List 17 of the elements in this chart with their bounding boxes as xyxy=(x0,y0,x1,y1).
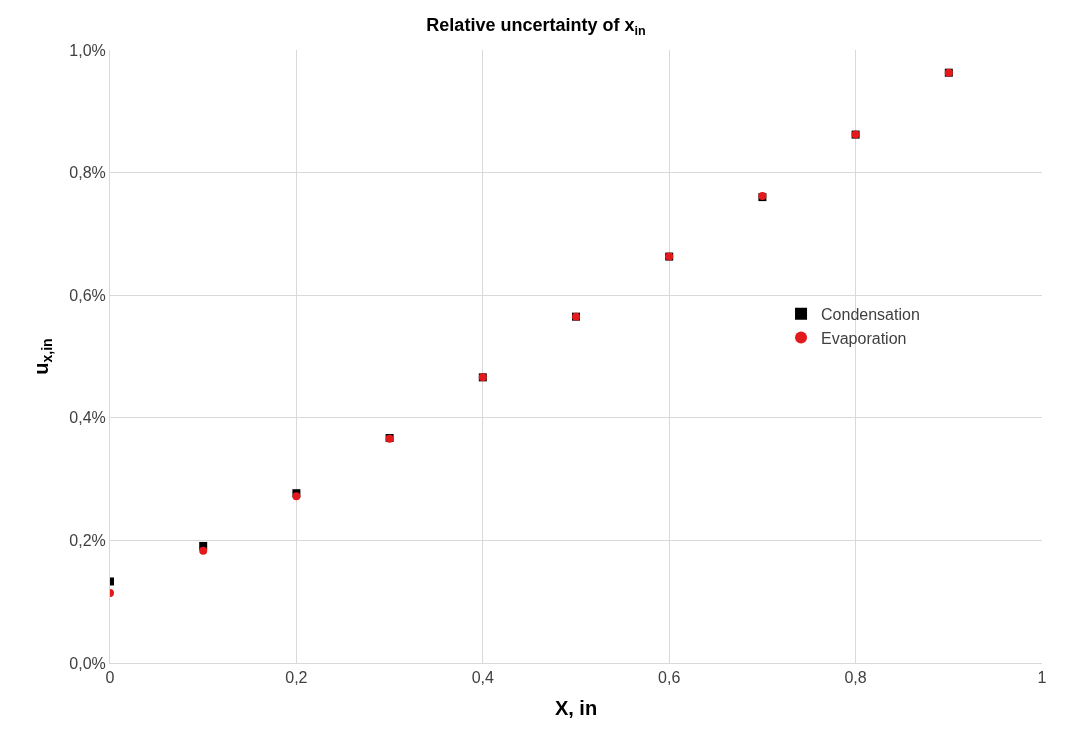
x-tick-label: 0,2 xyxy=(285,669,308,687)
y-tick-label: 0,6% xyxy=(69,286,106,304)
y-tick-label: 0,4% xyxy=(69,409,106,427)
x-tick-label: 0 xyxy=(105,669,115,687)
x-tick-label: 0,6 xyxy=(658,669,681,687)
y-tick-label: 0,2% xyxy=(69,532,106,549)
x-tick-label: 1 xyxy=(1037,669,1047,687)
y-tick-label: 1,0% xyxy=(69,41,106,59)
x-axis-title: X, in xyxy=(554,696,598,719)
y-tick-label: 0,0% xyxy=(69,654,106,672)
point xyxy=(199,546,208,555)
legend-label: Evaporation xyxy=(821,329,907,347)
chart-title: Relative uncertainty of x$_{in}$ xyxy=(426,14,646,38)
x-tick-label: 0,8 xyxy=(844,669,867,687)
x-tick-label: 0,4 xyxy=(471,669,495,687)
legend-label: Condensation xyxy=(821,305,920,323)
y-tick-label: 0,8% xyxy=(69,164,106,182)
